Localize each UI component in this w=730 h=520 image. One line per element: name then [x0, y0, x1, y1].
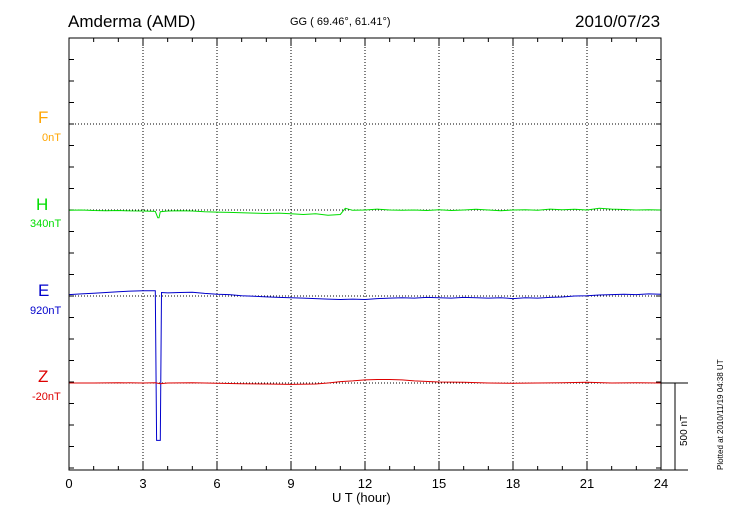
component-offset-f: 0nT [42, 132, 61, 144]
station-title: Amderma (AMD) [68, 12, 196, 31]
component-label-e: E [38, 281, 50, 300]
x-axis-label: U T (hour) [332, 490, 391, 505]
component-label-f: F [38, 108, 49, 127]
x-tick-label: 12 [358, 476, 372, 491]
component-offset-e: 920nT [30, 305, 62, 317]
scale-label: 500 nT [679, 414, 690, 446]
x-tick-label: 24 [654, 476, 668, 491]
plot-frame [68, 37, 662, 471]
component-offset-z: -20nT [32, 391, 61, 403]
date-label: 2010/07/23 [575, 12, 661, 31]
x-tick-label: 6 [213, 476, 220, 491]
plotted-timestamp: Plotted at 2010/11/19 04:38 UT [716, 359, 725, 470]
component-offset-h: 340nT [30, 218, 62, 230]
x-tick-label: 21 [580, 476, 594, 491]
series-line-h [68, 207, 662, 219]
component-label-h: H [36, 195, 49, 214]
x-tick-label: 15 [432, 476, 446, 491]
x-tick-label: 18 [506, 476, 520, 491]
component-label-z: Z [38, 367, 49, 386]
scale-bar [661, 382, 688, 471]
station-coordinates: GG ( 69.46°, 61.41°) [290, 16, 391, 28]
x-tick-label: 0 [65, 476, 72, 491]
x-tick-label: 9 [287, 476, 294, 491]
series-line-e [68, 290, 662, 441]
x-tick-label: 3 [139, 476, 146, 491]
series-line-z [69, 379, 662, 385]
